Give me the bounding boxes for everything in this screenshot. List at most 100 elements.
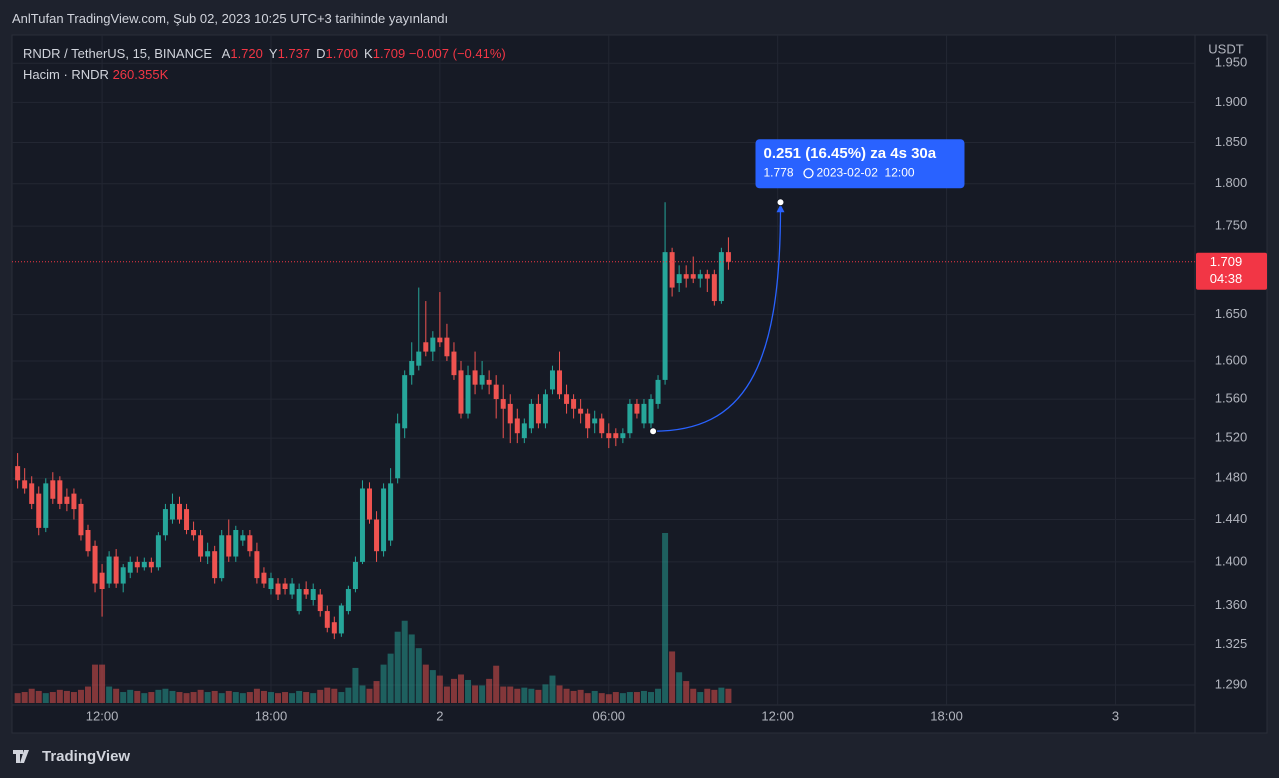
volume-bar: [549, 675, 556, 703]
candle-body: [711, 274, 717, 302]
x-tick-label: 3: [1112, 708, 1119, 723]
volume-bar: [155, 689, 162, 703]
candle-body: [169, 503, 175, 520]
start-point: [649, 427, 658, 436]
candle-body: [500, 399, 506, 409]
candle-body: [479, 375, 485, 385]
candle-body: [43, 483, 49, 528]
candle-body: [648, 399, 654, 424]
volume-bar: [690, 688, 697, 703]
legend-key: A: [221, 46, 231, 61]
candle-body: [718, 252, 724, 302]
y-tick-label: 1.900: [1215, 94, 1248, 109]
candle-body: [437, 337, 443, 343]
volume-bar: [56, 689, 63, 703]
candle-body: [212, 551, 218, 579]
volume-bar: [521, 687, 528, 703]
volume-bar: [648, 692, 655, 703]
y-tick-label: 1.480: [1215, 470, 1248, 485]
candle-body: [634, 403, 640, 414]
candle-body: [134, 561, 140, 568]
volume-bar: [528, 688, 535, 703]
candle-body: [148, 561, 154, 568]
volume-bar: [619, 693, 626, 703]
volume-bar: [148, 692, 155, 703]
volume-bar: [394, 631, 401, 703]
candle-body: [15, 466, 21, 481]
candle-body: [303, 589, 309, 595]
volume-bar: [106, 686, 113, 703]
candle-body: [282, 583, 288, 590]
volume-bar: [85, 686, 92, 703]
candle-body: [275, 583, 281, 595]
candle-body: [92, 545, 98, 584]
legend-value: 1.709: [372, 46, 406, 61]
candle-body: [472, 370, 478, 385]
candle-body: [704, 274, 710, 279]
candle-body: [388, 483, 394, 541]
candle-body: [191, 529, 197, 536]
y-tick-label: 1.520: [1215, 430, 1248, 445]
candle-body: [409, 360, 415, 376]
candle-body: [99, 572, 105, 590]
volume-bar: [134, 690, 141, 703]
candle-body: [493, 384, 499, 400]
volume-bar: [317, 689, 324, 703]
y-tick-label: 1.560: [1215, 391, 1248, 406]
y-tick-label: 1.600: [1215, 352, 1248, 367]
x-tick-label: 2: [436, 708, 443, 723]
logo-icon: [13, 750, 29, 763]
volume-bar: [113, 688, 120, 703]
measure-text: 0.251 (16.45%) za 4s 30a: [763, 145, 936, 162]
candle-layer: [15, 202, 731, 640]
volume-bar: [507, 686, 514, 703]
volume-bar: [422, 664, 429, 703]
volume-bar: [162, 688, 169, 703]
volume-bar: [338, 692, 345, 703]
candle-body: [254, 551, 260, 579]
candle-body: [592, 418, 598, 424]
volume-value: 260.355K: [112, 67, 169, 82]
candle-body: [697, 274, 703, 279]
volume-bar: [70, 692, 77, 703]
volume-bar: [718, 687, 725, 703]
y-tick-label: 1.360: [1215, 597, 1248, 612]
volume-bar: [352, 667, 359, 703]
volume-bar: [324, 687, 331, 703]
volume-bar: [479, 685, 486, 703]
measure-curve: [653, 208, 782, 432]
y-tick-label: 1.290: [1215, 676, 1248, 691]
candle-body: [50, 480, 56, 499]
volume-bar: [310, 693, 317, 703]
volume-bar: [662, 533, 669, 703]
volume-bar: [486, 678, 493, 703]
change: −0.007 (−0.41%): [408, 46, 506, 61]
volume-bar: [303, 692, 310, 703]
candle-body: [507, 403, 513, 424]
candle-body: [521, 423, 527, 439]
candle-body: [162, 509, 168, 536]
candle-body: [662, 252, 668, 380]
volume-bar: [282, 692, 289, 703]
candle-body: [528, 403, 534, 429]
volume-bar: [42, 693, 49, 703]
volume-bar: [120, 692, 127, 703]
volume-bar: [204, 692, 211, 703]
legend-value: 1.700: [325, 46, 359, 61]
candle-body: [36, 493, 42, 528]
candle-body: [641, 403, 647, 424]
candle-body: [676, 274, 682, 284]
volume-bar: [514, 688, 521, 703]
y-tick-label: 1.950: [1215, 55, 1248, 70]
candle-body: [458, 370, 464, 414]
volume-bar: [704, 688, 711, 703]
volume-bar: [387, 653, 394, 703]
volume-bar: [260, 690, 267, 703]
y-tick-label: 1.800: [1215, 175, 1248, 190]
x-tick-label: 12:00: [86, 708, 119, 723]
candle-body: [247, 535, 253, 552]
candle-body: [359, 488, 365, 562]
volume-layer: [14, 533, 732, 703]
candle-body: [374, 519, 380, 552]
candle-body: [444, 337, 450, 357]
